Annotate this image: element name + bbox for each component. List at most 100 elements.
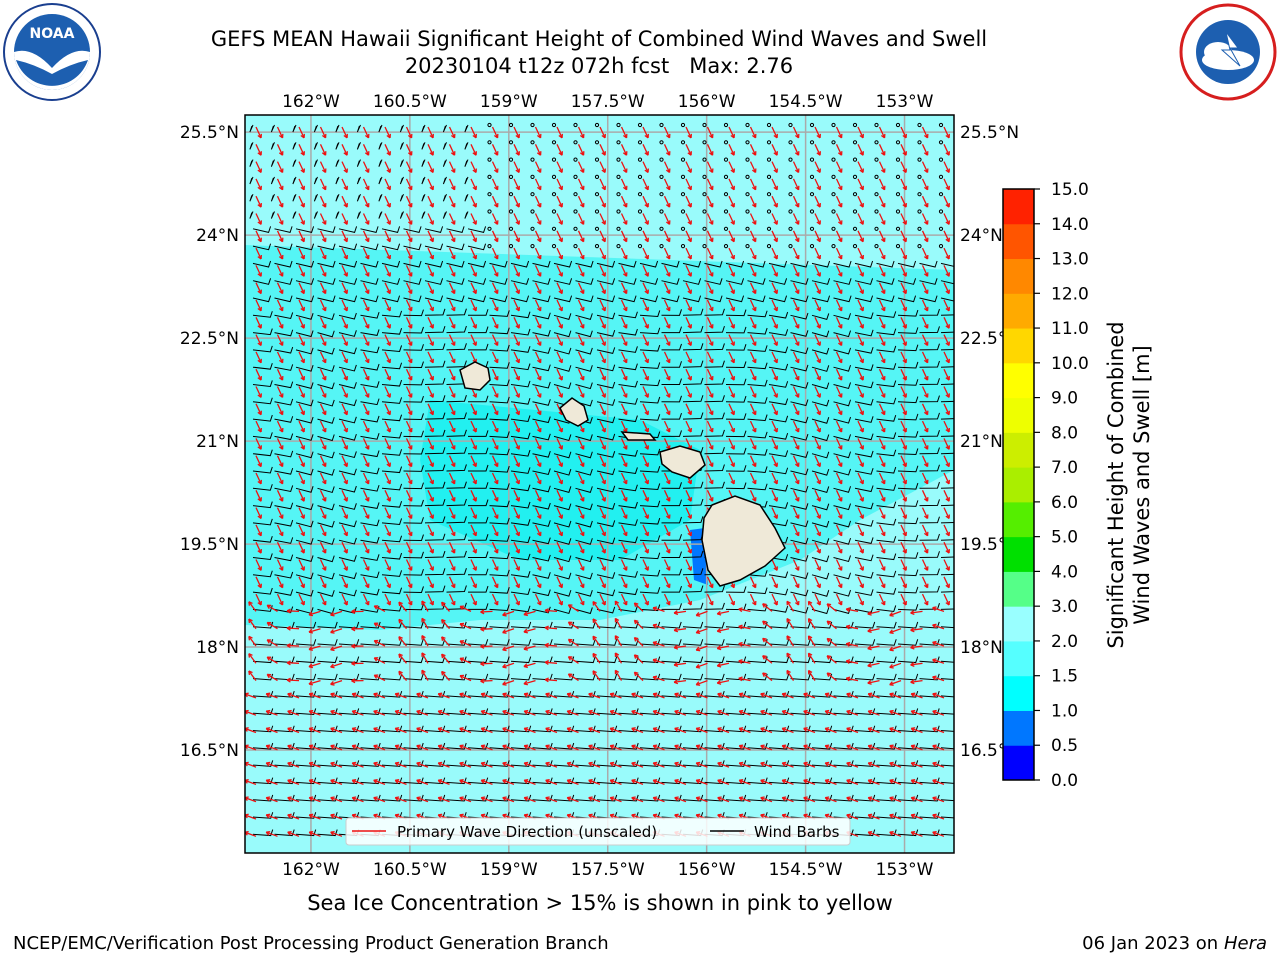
wave-arrow-head — [579, 479, 585, 485]
wave-arrow-head — [708, 427, 714, 433]
wind-barb-calm — [917, 157, 922, 162]
wind-barb-calm — [616, 174, 621, 179]
wave-direction-arrow — [276, 559, 284, 571]
wave-direction-arrow — [255, 230, 262, 242]
wave-direction-arrow — [943, 507, 950, 519]
wave-direction-arrow — [441, 636, 450, 647]
wind-barb — [704, 656, 725, 664]
wind-barb — [252, 328, 273, 336]
wind-barb — [768, 673, 790, 681]
wave-direction-arrow — [599, 368, 606, 381]
wave-arrow-head — [889, 813, 894, 819]
wave-arrow-head — [708, 237, 714, 243]
wave-direction-arrow — [298, 576, 305, 588]
wind-barb — [295, 639, 317, 646]
wind-barb — [446, 516, 467, 524]
wave-direction-arrow — [620, 213, 628, 225]
wave-direction-arrow — [416, 693, 429, 699]
lat-tick-right: 21°N — [960, 432, 1003, 452]
wind-barb — [317, 639, 338, 646]
wave-direction-arrow — [448, 524, 456, 537]
wave-arrow-head — [665, 427, 671, 433]
wave-arrow-head — [321, 237, 327, 243]
wave-arrow-head — [622, 151, 628, 156]
wind-barb — [360, 450, 380, 458]
wave-direction-arrow — [416, 745, 429, 751]
wind-barb — [790, 589, 809, 597]
wind-barb — [661, 708, 682, 715]
wind-barb — [876, 708, 897, 715]
wave-arrow-head — [910, 662, 915, 667]
wave-arrow-head — [515, 427, 520, 433]
wave-direction-arrow — [319, 541, 327, 554]
wave-arrow-head — [730, 272, 735, 277]
wave-direction-arrow — [298, 490, 305, 502]
wave-direction-arrow — [577, 247, 585, 260]
wave-arrow-head — [386, 272, 391, 277]
wind-barb — [768, 278, 788, 285]
wind-barb — [897, 673, 919, 681]
wind-barb — [682, 343, 704, 351]
wind-barb — [940, 314, 954, 316]
wave-direction-arrow — [352, 727, 364, 734]
wave-arrow-head — [515, 531, 520, 537]
wind-barb — [317, 417, 335, 424]
wave-direction-arrow — [384, 351, 391, 364]
wave-arrow-head — [932, 761, 937, 767]
island-hawaii — [701, 495, 786, 587]
wind-barb — [897, 327, 919, 334]
wave-direction-arrow — [448, 368, 456, 381]
wave-direction-arrow — [448, 144, 456, 156]
wave-direction-arrow — [835, 178, 843, 191]
wave-direction-arrow — [481, 710, 493, 716]
wave-direction-arrow — [577, 472, 585, 485]
wave-direction-arrow — [878, 455, 886, 467]
wave-direction-arrow — [373, 657, 386, 664]
wave-direction-arrow — [405, 593, 413, 606]
wave-arrow-head — [837, 168, 843, 173]
wind-barb — [381, 466, 403, 474]
wave-arrow-head — [515, 514, 520, 519]
wind-barb — [360, 794, 381, 802]
wind-barb — [360, 690, 381, 698]
wave-direction-arrow — [867, 628, 880, 632]
wave-arrow-head — [614, 669, 620, 675]
wind-barb — [639, 396, 661, 404]
wave-arrow-head — [579, 168, 585, 173]
wind-barb — [295, 486, 314, 493]
wave-arrow-head — [364, 462, 370, 468]
wind-barb — [467, 585, 489, 593]
wind-barb — [510, 588, 531, 596]
wind-barb — [661, 430, 682, 437]
wind-barb — [381, 483, 403, 491]
wind-barb — [467, 760, 489, 767]
wave-arrow-head — [287, 709, 292, 715]
wind-barb — [510, 639, 532, 646]
wave-arrow-head — [730, 427, 735, 433]
wind-barb — [424, 498, 446, 507]
wave-direction-arrow — [577, 576, 585, 588]
colorbar-tick-label: 15.0 — [1051, 180, 1089, 200]
wave-arrow-head — [837, 203, 843, 208]
wind-barb — [768, 311, 789, 319]
wave-arrow-head — [786, 669, 791, 675]
wind-barb — [575, 673, 596, 681]
map-legend: Primary Wave Direction (unscaled) Wind B… — [345, 817, 851, 846]
wave-arrow-head — [665, 410, 671, 416]
wind-barb — [532, 520, 551, 527]
wind-barb — [704, 447, 725, 455]
wind-barb — [442, 159, 447, 167]
wave-direction-arrow — [911, 796, 923, 803]
wave-arrow-head — [762, 655, 767, 660]
wave-arrow-head — [472, 497, 477, 502]
wave-arrow-head — [751, 600, 757, 606]
wave-direction-arrow — [706, 472, 714, 485]
wave-arrow-head — [386, 324, 391, 329]
wave-arrow-head — [665, 549, 671, 554]
wave-arrow-head — [429, 410, 434, 416]
wind-barb — [274, 794, 295, 802]
wind-barb — [854, 260, 874, 268]
wave-direction-arrow — [932, 727, 945, 734]
wind-barb — [596, 364, 616, 372]
wind-barb — [381, 690, 403, 698]
